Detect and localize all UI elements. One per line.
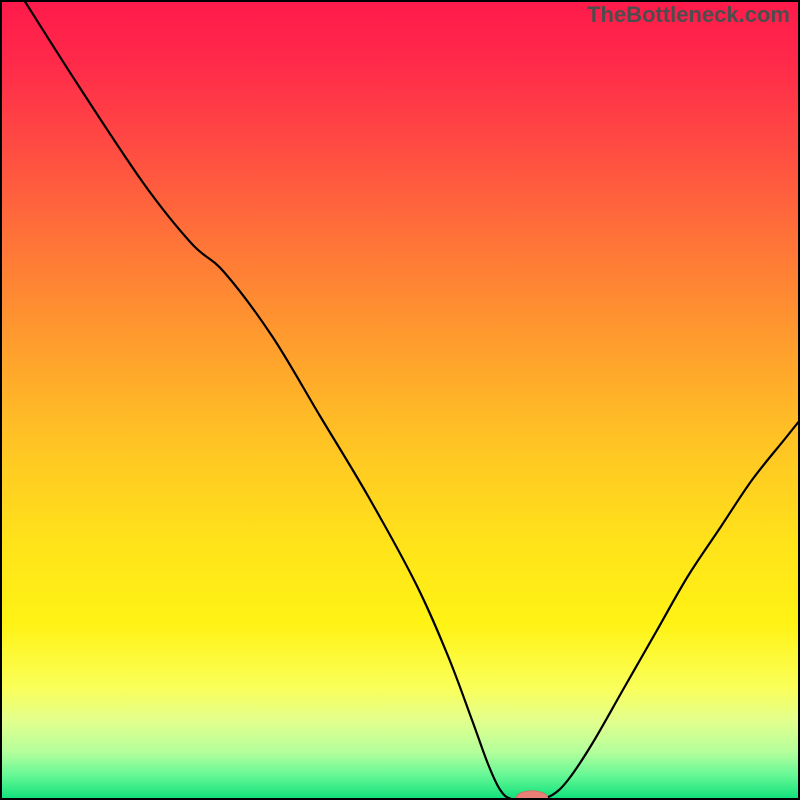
chart-background bbox=[0, 0, 800, 800]
watermark-text: TheBottleneck.com bbox=[587, 2, 790, 27]
